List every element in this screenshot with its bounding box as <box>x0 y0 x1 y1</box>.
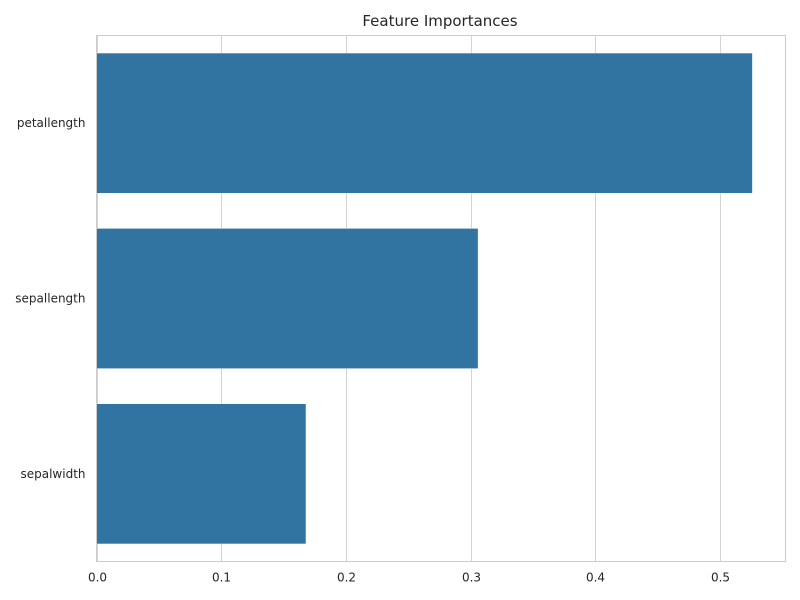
y-tick-labels: petallength sepallength sepalwidth <box>15 116 85 481</box>
x-tick-label: 0.5 <box>711 571 730 585</box>
chart-title: Feature Importances <box>362 12 517 30</box>
y-tick-label-petallength: petallength <box>17 116 86 130</box>
bar-sepallength <box>96 228 479 369</box>
x-tick-label: 0.4 <box>586 571 605 585</box>
y-tick-label-sepalwidth: sepalwidth <box>20 467 85 481</box>
x-tick-label: 0.2 <box>337 571 356 585</box>
y-tick-label-sepallength: sepallength <box>15 292 85 306</box>
x-tick-label: 0.0 <box>88 571 107 585</box>
x-tick-labels: 0.0 0.1 0.2 0.3 0.4 0.5 <box>88 571 730 585</box>
bar-sepalwidth <box>96 403 307 545</box>
x-tick-label: 0.3 <box>462 571 481 585</box>
bars-layer <box>96 52 753 545</box>
x-tick-label: 0.1 <box>212 571 231 585</box>
bar-petallength <box>96 52 753 194</box>
plot-frame <box>96 35 786 562</box>
